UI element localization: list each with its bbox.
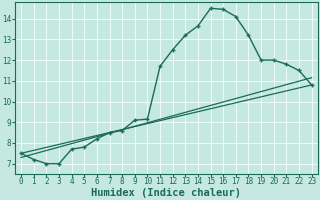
X-axis label: Humidex (Indice chaleur): Humidex (Indice chaleur) bbox=[92, 188, 241, 198]
